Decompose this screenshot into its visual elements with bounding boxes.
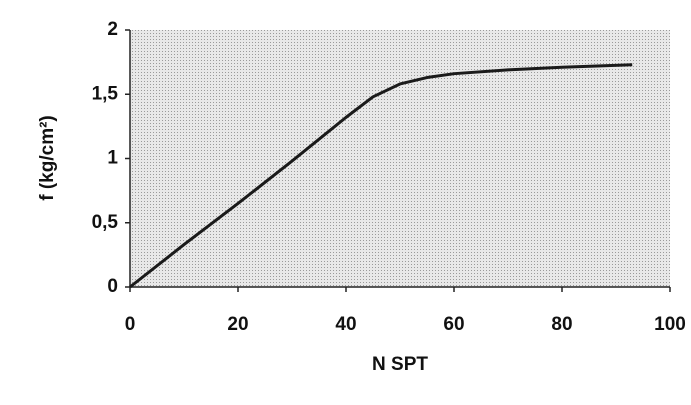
y-tick-label: 1,5 [92,83,119,104]
chart: N SPT f (kg/cm²) 00,511,52020406080100 [0,0,691,405]
y-tick-label: 1 [107,148,118,169]
x-tick-label: 60 [443,314,464,335]
x-tick-label: 80 [551,314,572,335]
y-tick-label: 2 [107,19,118,40]
x-axis-label: N SPT [372,354,428,375]
y-tick-label: 0 [107,276,118,297]
y-axis-label: f (kg/cm²) [37,115,58,201]
y-tick-label: 0,5 [92,212,119,233]
x-tick-label: 20 [227,314,248,335]
x-tick-label: 40 [335,314,356,335]
plot-area [130,30,670,287]
x-tick-label: 0 [125,314,136,335]
x-tick-label: 100 [654,314,686,335]
